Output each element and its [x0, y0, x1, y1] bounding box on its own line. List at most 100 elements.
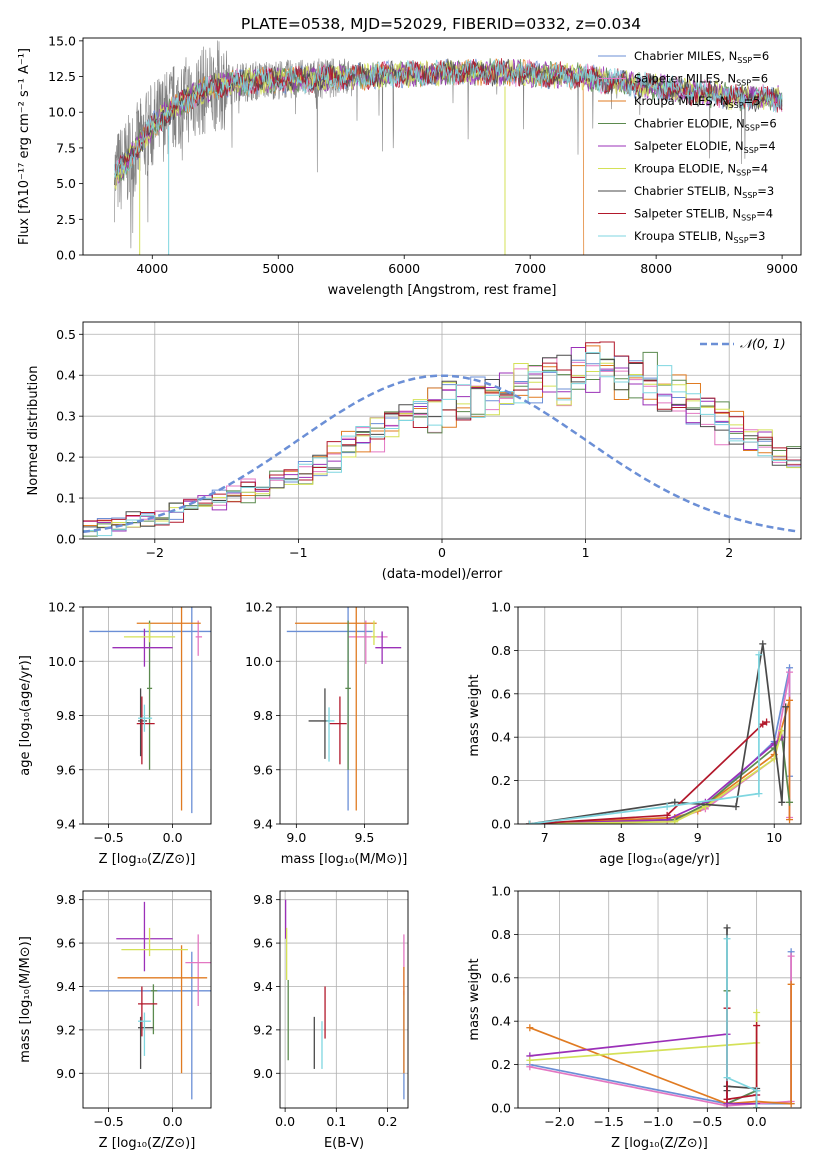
axes-frame: [517, 890, 802, 1109]
errorbar-point: [136, 696, 155, 765]
y-axis-label: Flux [fλ10⁻¹⁷ erg cm⁻² s⁻¹ A⁻¹]: [17, 48, 32, 245]
panel-spectrum: 4000 5000 6000 7000 8000 9000 0.0 2.5 5.0 7.5 10.0…: [17, 33, 802, 298]
y-tick-label: 9.6: [56, 936, 76, 951]
y-tick-label: 0.2: [491, 773, 511, 788]
x-tick-label: −0.5: [93, 830, 123, 845]
y-tick-label: 0.2: [56, 450, 76, 465]
plot-marks: [286, 607, 402, 811]
errorbar-point: [121, 927, 188, 957]
y-axis-label: mass weight: [467, 674, 482, 756]
y-tick-label: 9.6: [253, 762, 273, 777]
y-tick-label: 0.6: [491, 970, 511, 985]
weight-marker: [526, 1063, 534, 1071]
weight-line: [529, 643, 787, 824]
plot-area: [83, 891, 211, 1108]
errorbar-point: [329, 696, 347, 765]
plot-marks: [89, 607, 211, 814]
x-axis-label: mass [log₁₀(M/M⊙)]: [281, 852, 408, 867]
errorbar-point: [138, 986, 158, 1037]
y-tick-label: 1.0: [491, 600, 511, 615]
y-tick-label: 0.5: [56, 327, 76, 342]
plot-marks: [525, 640, 794, 824]
x-tick-label: 6000: [388, 261, 420, 276]
x-axis-label: Z [log₁₀(Z/Z⊙)]: [99, 852, 196, 867]
y-tick-label: 0.4: [56, 368, 76, 383]
errorbar-point: [294, 607, 377, 811]
y-tick-label: 9.4: [253, 817, 273, 832]
weight-line: [529, 700, 791, 824]
x-tick-label: 4000: [136, 261, 168, 276]
y-tick-label: 5.0: [56, 176, 76, 191]
weight-marker: [763, 718, 771, 726]
y-tick-label: 9.4: [56, 817, 76, 832]
plot-area: [518, 607, 801, 824]
x-tick-label: 9.0: [286, 830, 306, 845]
errorbar-point: [345, 620, 351, 770]
weight-marker: [663, 803, 671, 811]
x-tick-label: 7: [541, 830, 549, 845]
legend-entry: Salpeter ELODIE, NSSP=4: [634, 139, 776, 155]
x-tick-label: −2: [146, 545, 164, 560]
weight-marker: [723, 935, 731, 943]
y-tick-label: 0.0: [56, 248, 76, 263]
weight-marker: [753, 1087, 761, 1095]
plot-marks: [89, 901, 211, 1100]
errorbar-point: [308, 688, 330, 759]
weight-line: [529, 654, 760, 824]
legend: Chabrier MILES, NSSP=6 Salpeter MILES, NS…: [598, 49, 777, 245]
x-axis-label: age [log₁₀(age/yr)]: [599, 852, 720, 867]
plot-area: [518, 891, 801, 1108]
legend-entry: Kroupa ELODIE, NSSP=4: [634, 162, 768, 178]
grid: [83, 891, 211, 1108]
errorbar-point: [375, 631, 402, 664]
weight-series: [525, 651, 763, 824]
y-tick-label: 9.8: [56, 892, 76, 907]
figure-title: PLATE=0538, MJD=52029, FIBERID=0332, z=0…: [241, 15, 641, 33]
weight-marker: [759, 720, 767, 728]
errorbar-point: [138, 704, 153, 732]
y-axis-label: age [log₁₀(age/yr)]: [18, 655, 33, 776]
weight-marker: [755, 790, 763, 798]
y-axis-label: mass weight: [467, 958, 482, 1040]
x-tick-label: 8: [617, 830, 625, 845]
model-series-line: [114, 59, 783, 178]
x-tick-label: 0: [438, 545, 446, 560]
errorbar-point: [136, 607, 201, 811]
y-tick-label: 9.8: [253, 708, 273, 723]
x-tick-label: 9000: [766, 261, 798, 276]
plot-marks: [284, 899, 405, 1100]
y-tick-label: 9.2: [56, 1022, 76, 1037]
y-tick-label: 10.0: [245, 654, 273, 669]
x-tick-label: 0.1: [326, 1114, 346, 1129]
y-tick-label: 0.1: [56, 491, 76, 506]
legend-entry: Chabrier STELIB, NSSP=3: [634, 184, 774, 200]
weight-marker: [787, 1100, 795, 1108]
y-tick-label: 9.4: [253, 979, 273, 994]
y-tick-label: 2.5: [56, 212, 76, 227]
weight-line: [529, 721, 768, 824]
y-tick-label: 10.2: [245, 600, 273, 615]
x-tick-label: 1: [582, 545, 590, 560]
legend-entry: Chabrier ELODIE, NSSP=6: [634, 117, 777, 133]
plot-marks: [526, 924, 795, 1108]
errorbar-point: [123, 623, 176, 643]
panel-massweight-vs-Z: −2.0 −1.5 −1.0 −0.5 0.0 0.0 0.2 0.4 0.6 0.8 1.0 Z […: [467, 884, 802, 1151]
weight-marker: [787, 952, 795, 960]
y-tick-label: 9.6: [253, 936, 273, 951]
panel-age-vs-Z: −0.5 0.0 9.4 9.6 9.8 10.0 10.2 Z [log₁₀(Z/Z⊙)] a…: [18, 600, 212, 867]
panel-age-vs-mass: 9.0 9.5 9.4 9.6 9.8 10.0 10.2 mass [log₁₀(M/M⊙)…: [245, 600, 409, 867]
errorbar-point: [117, 945, 208, 1074]
panel-residuals: −2 −1 0 1 2 0.0 0.1 0.2 0.3 0.4 0.5 (data-model)/er…: [26, 321, 802, 582]
x-tick-label: −1: [289, 545, 307, 560]
y-tick-label: 10.0: [48, 105, 76, 120]
weight-marker: [782, 703, 790, 711]
y-tick-label: 0.4: [491, 1014, 511, 1029]
weight-marker: [786, 668, 794, 676]
y-tick-label: 10.2: [48, 600, 76, 615]
panel-massweight-vs-age: 7 8 9 10 0.0 0.2 0.4 0.6 0.8 1.0 age [log₁₀(age/yr…: [467, 600, 802, 867]
legend-entry: Kroupa STELIB, NSSP=3: [634, 229, 765, 245]
weight-marker: [723, 1074, 731, 1082]
y-tick-label: 9.4: [56, 979, 76, 994]
weight-marker: [753, 1104, 761, 1108]
